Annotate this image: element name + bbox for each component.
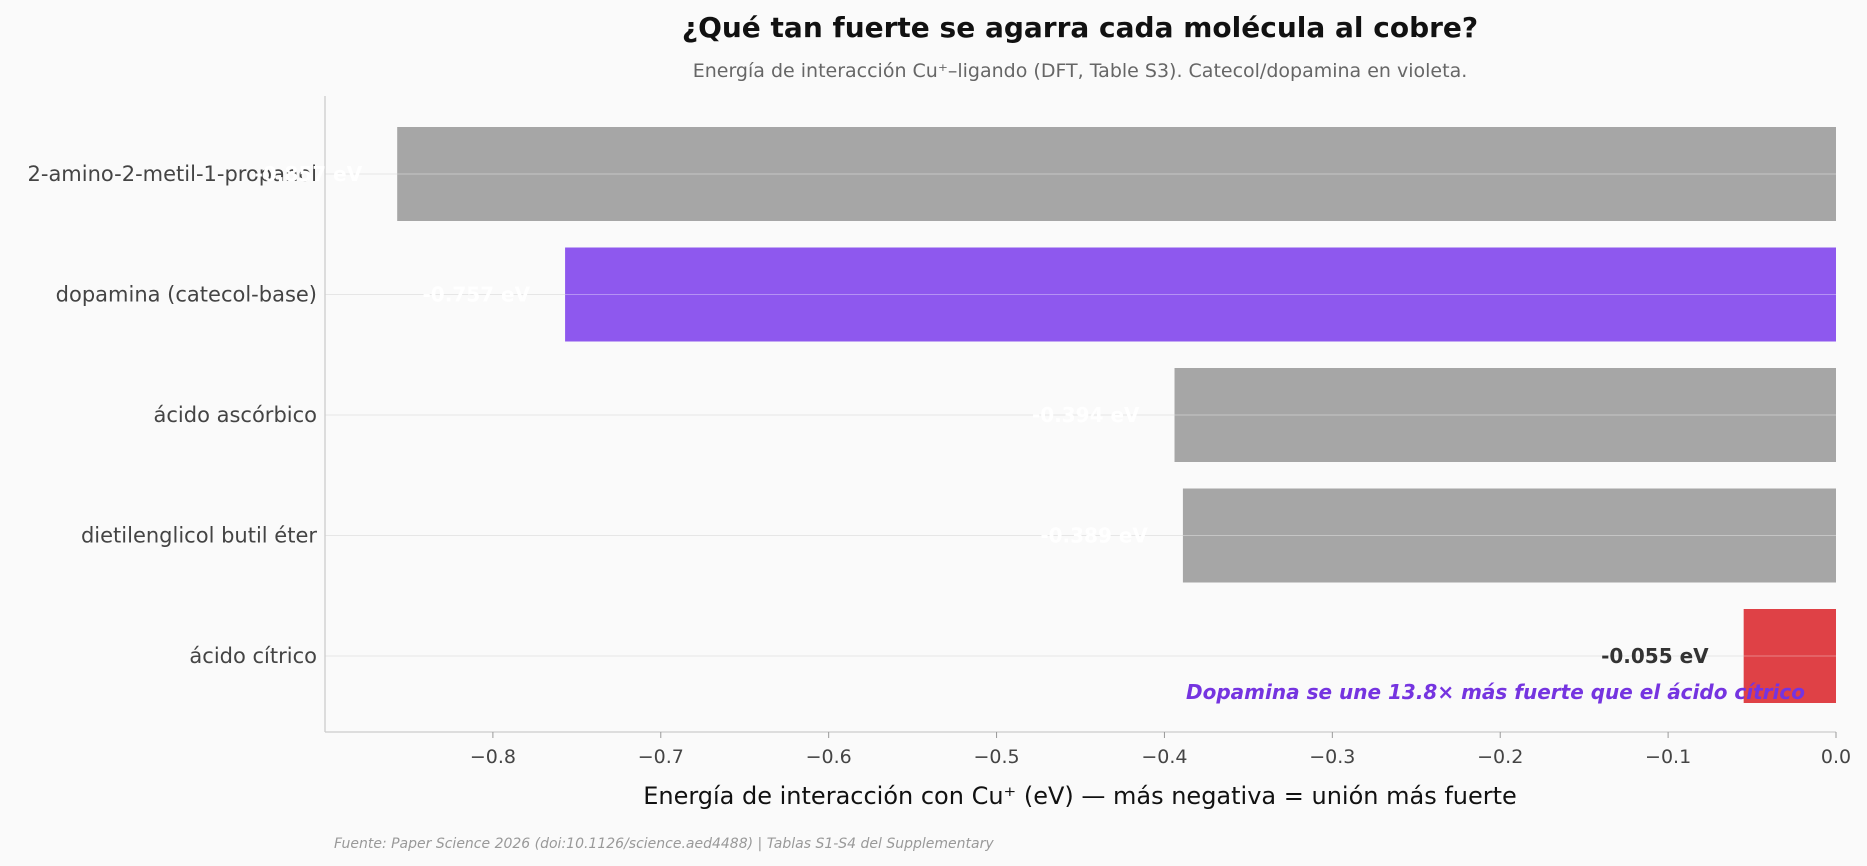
x-tick-label: −0.5 xyxy=(973,746,1019,768)
x-tick-label: −0.6 xyxy=(806,746,852,768)
x-tick-label: −0.4 xyxy=(1141,746,1187,768)
category-label: ácido cítrico xyxy=(189,644,317,668)
category-label: dietilenglicol butil éter xyxy=(81,524,317,548)
category-labels: 2-amino-2-metil-1-propanol dopamina (cate… xyxy=(28,162,318,668)
category-label: 2-amino-2-metil-1-propanol xyxy=(28,162,318,186)
source-note: Fuente: Paper Science 2026 (doi:10.1126/… xyxy=(334,836,994,852)
chart-title: ¿Qué tan fuerte se agarra cada molécula … xyxy=(682,11,1478,44)
bar-value-label: -0.389 eV xyxy=(1040,524,1148,548)
bar-value-label: -0.394 eV xyxy=(1032,403,1140,427)
x-tick-label: 0.0 xyxy=(1821,746,1851,768)
bar xyxy=(397,127,1836,221)
comparison-annotation: Dopamina se une 13.8× más fuerte que el … xyxy=(1186,680,1805,704)
bars-layer xyxy=(397,127,1837,703)
bar xyxy=(1743,609,1836,703)
x-axis-label: Energía de interacción con Cu⁺ (eV) — má… xyxy=(643,782,1517,810)
x-tick-label: −0.2 xyxy=(1477,746,1523,768)
x-tick-label: −0.8 xyxy=(470,746,516,768)
x-tick-label: −0.7 xyxy=(638,746,684,768)
bar xyxy=(565,247,1837,342)
bar xyxy=(1182,488,1836,583)
ticks-layer: −0.8 −0.7 −0.6 −0.5 −0.4 −0.3 −0.2 −0.1 0.0 xyxy=(470,732,1851,768)
bar xyxy=(1174,368,1836,462)
bar-value-labels: -0.857 eV -0.757 eV -0.394 eV -0.389 eV -0.0… xyxy=(255,162,1710,668)
category-label: dopamina (catecol-base) xyxy=(56,283,317,307)
bar-value-label: -0.757 eV xyxy=(423,283,531,307)
x-tick-label: −0.3 xyxy=(1309,746,1355,768)
category-label: ácido ascórbico xyxy=(154,403,318,427)
chart-subtitle: Energía de interacción Cu⁺–ligando (DFT,… xyxy=(693,60,1468,82)
bar-value-label: -0.857 eV xyxy=(255,162,363,186)
x-tick-label: −0.1 xyxy=(1645,746,1691,768)
bar-value-label: -0.055 eV xyxy=(1601,644,1709,668)
